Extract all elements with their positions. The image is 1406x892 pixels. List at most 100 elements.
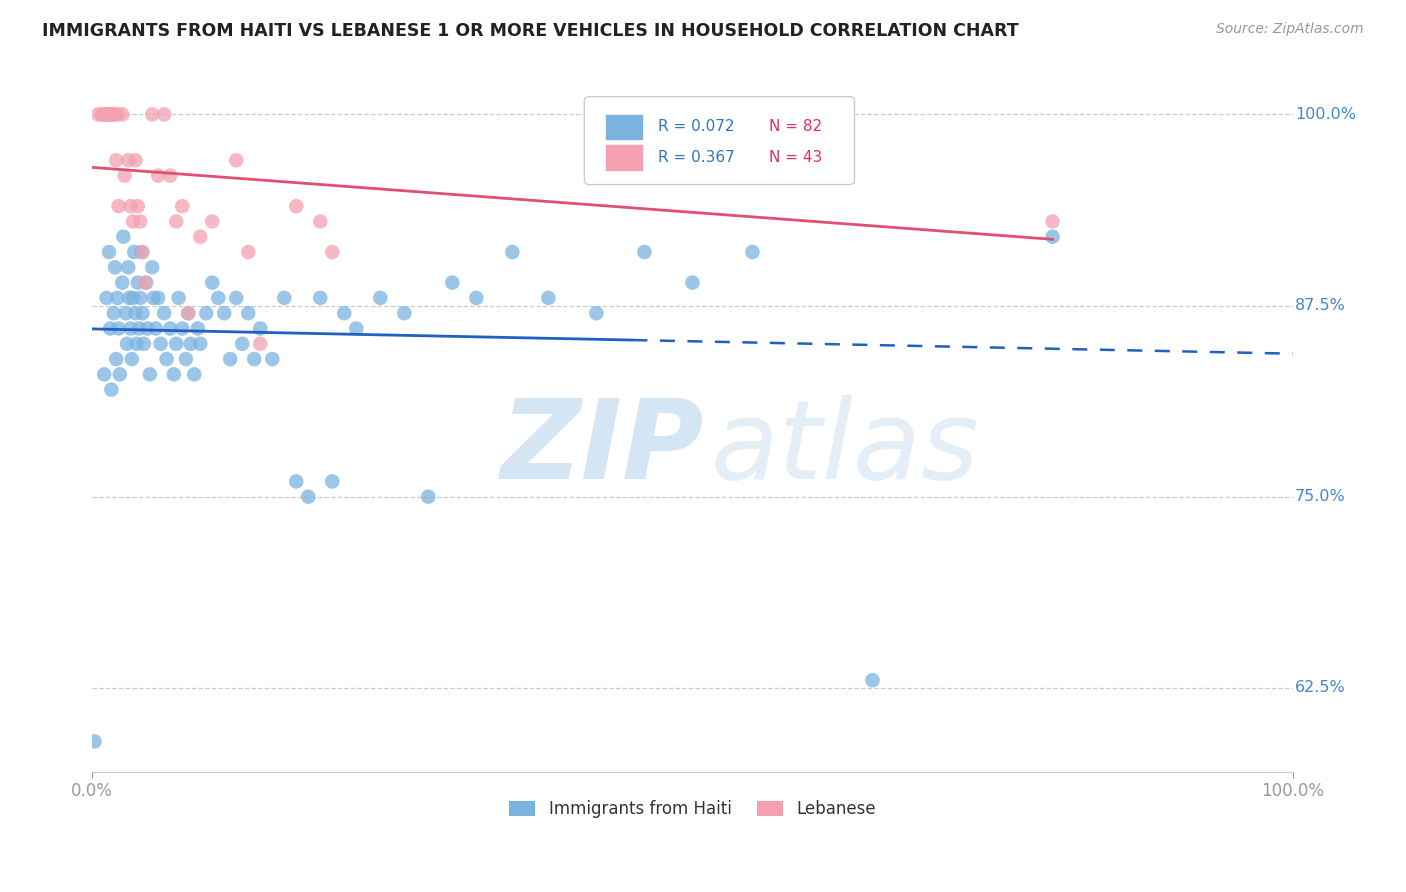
Text: atlas: atlas <box>710 395 979 502</box>
Text: 87.5%: 87.5% <box>1295 298 1346 313</box>
Point <box>219 352 242 367</box>
Point <box>94 107 117 121</box>
Point <box>633 245 655 260</box>
Point <box>262 352 284 367</box>
Point <box>681 276 703 290</box>
Text: 100.0%: 100.0% <box>1295 107 1355 122</box>
Point <box>104 107 127 121</box>
Point <box>127 199 149 213</box>
Text: Source: ZipAtlas.com: Source: ZipAtlas.com <box>1216 22 1364 37</box>
Point <box>105 352 128 367</box>
Point <box>105 153 128 168</box>
Point <box>98 321 121 335</box>
Point <box>285 199 308 213</box>
Point <box>165 214 187 228</box>
Point <box>111 276 134 290</box>
Point <box>131 306 153 320</box>
Point <box>321 475 343 489</box>
Point <box>132 336 155 351</box>
Point <box>122 214 145 228</box>
Point <box>165 336 187 351</box>
Point <box>122 291 145 305</box>
Point <box>105 107 128 121</box>
Point <box>172 199 194 213</box>
Point <box>180 336 202 351</box>
Point <box>243 352 266 367</box>
Point <box>273 291 295 305</box>
Point <box>862 673 884 688</box>
Point <box>134 276 156 290</box>
Point <box>141 107 163 121</box>
Point <box>100 383 122 397</box>
Bar <box>605 113 643 140</box>
Text: N = 82: N = 82 <box>769 120 823 135</box>
Point <box>195 306 218 320</box>
Point <box>249 336 271 351</box>
Text: N = 43: N = 43 <box>769 151 823 165</box>
Point <box>183 368 205 382</box>
Point <box>465 291 488 305</box>
Point <box>159 169 181 183</box>
Point <box>141 260 163 275</box>
Point <box>537 291 560 305</box>
Point <box>118 291 141 305</box>
Point <box>115 336 138 351</box>
Point <box>111 107 134 121</box>
Point <box>163 368 186 382</box>
Point <box>368 291 391 305</box>
Point <box>83 734 105 748</box>
Point <box>129 214 152 228</box>
Point <box>107 199 129 213</box>
Point <box>125 336 148 351</box>
Point <box>212 306 235 320</box>
Point <box>107 321 129 335</box>
Point <box>120 321 142 335</box>
Point <box>297 490 319 504</box>
Point <box>153 306 176 320</box>
Point <box>135 276 157 290</box>
Point <box>187 321 209 335</box>
Point <box>114 306 136 320</box>
Point <box>96 291 118 305</box>
Point <box>131 245 153 260</box>
Point <box>100 107 122 121</box>
Point <box>188 336 211 351</box>
Point <box>112 229 135 244</box>
Point <box>98 245 121 260</box>
Point <box>127 276 149 290</box>
Point <box>98 107 121 121</box>
Point <box>167 291 190 305</box>
Point <box>344 321 367 335</box>
Point <box>104 260 127 275</box>
Point <box>103 107 125 121</box>
Point <box>114 169 136 183</box>
Point <box>741 245 763 260</box>
Point <box>149 336 172 351</box>
Point <box>394 306 416 320</box>
Point <box>128 321 150 335</box>
Point <box>145 321 167 335</box>
Point <box>129 291 152 305</box>
Point <box>418 490 440 504</box>
Point <box>117 260 139 275</box>
Text: 75.0%: 75.0% <box>1295 489 1346 504</box>
Point <box>93 368 115 382</box>
Point <box>148 291 170 305</box>
Text: R = 0.367: R = 0.367 <box>658 151 734 165</box>
Point <box>207 291 229 305</box>
FancyBboxPatch shape <box>585 96 855 185</box>
Point <box>201 214 224 228</box>
Point <box>103 306 125 320</box>
Point <box>124 153 146 168</box>
Point <box>225 153 247 168</box>
Point <box>120 199 142 213</box>
Point <box>333 306 356 320</box>
Point <box>285 475 308 489</box>
Bar <box>605 145 643 171</box>
Point <box>122 245 145 260</box>
Point <box>136 321 159 335</box>
Point <box>238 306 260 320</box>
Text: 62.5%: 62.5% <box>1295 681 1346 696</box>
Point <box>201 276 224 290</box>
Point <box>321 245 343 260</box>
